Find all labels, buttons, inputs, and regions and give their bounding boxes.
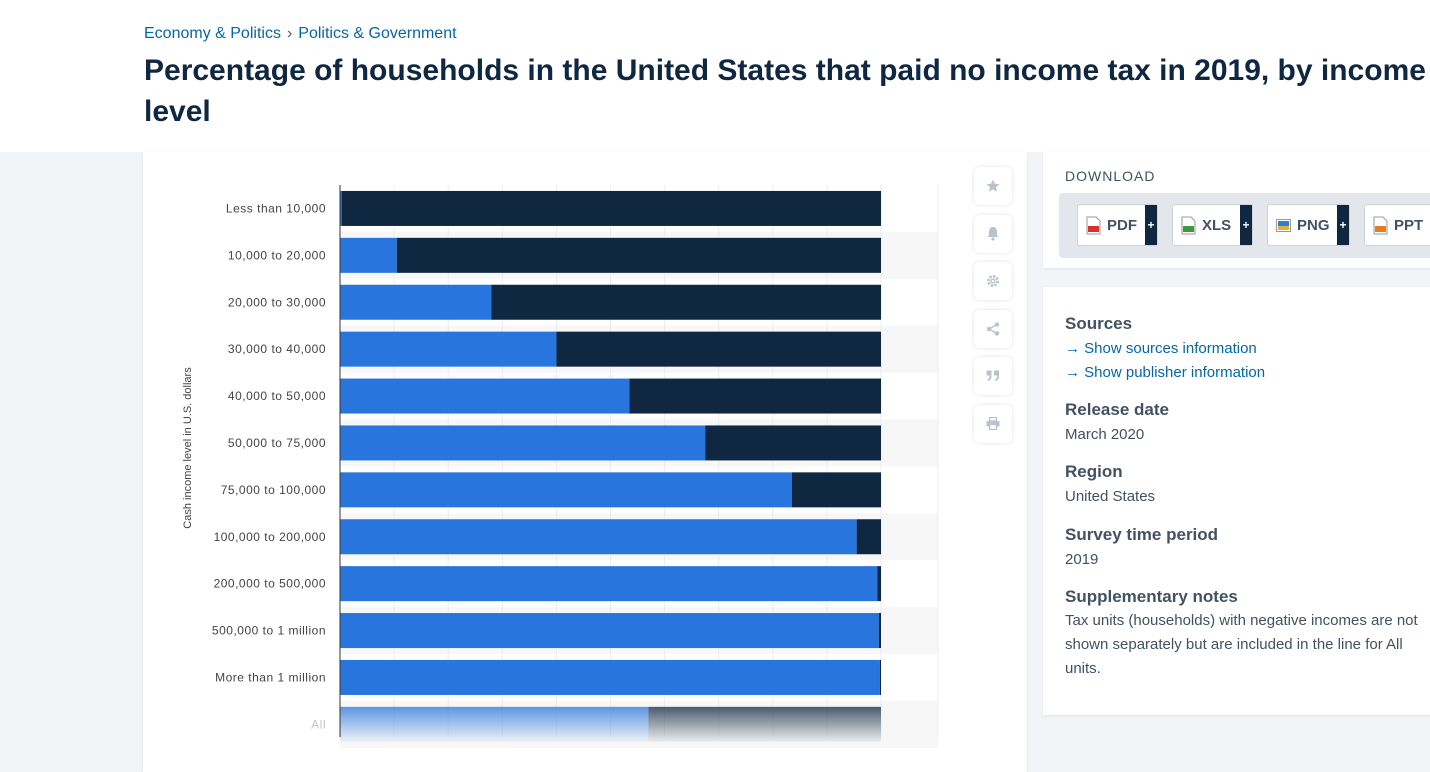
bar-series-2[interactable] — [341, 190, 881, 226]
download-bar: PDF + XLS + PNG + PPT — [1059, 193, 1430, 258]
download-panel: DOWNLOAD PDF + XLS + PNG + PPT — [1043, 152, 1430, 268]
bar-series-1[interactable] — [340, 425, 706, 461]
bar-series-1[interactable] — [340, 378, 630, 414]
favorite-button[interactable] — [974, 167, 1012, 205]
bar-series-1[interactable] — [340, 284, 492, 320]
bar-series-1[interactable] — [340, 613, 879, 649]
bar-series-1[interactable] — [340, 237, 397, 273]
category-label: 200,000 to 500,000 — [214, 577, 326, 591]
quote-icon — [986, 370, 999, 381]
y-axis-title: Cash income level in U.S. dollars — [182, 367, 194, 529]
bar-series-2[interactable] — [856, 519, 881, 555]
bar-series-2[interactable] — [705, 425, 881, 461]
download-ppt-button[interactable]: PPT — [1364, 204, 1430, 246]
bar-series-2[interactable] — [791, 472, 881, 508]
bar-series-1[interactable] — [340, 331, 557, 367]
breadcrumb-politics-government[interactable]: Politics & Government — [298, 25, 457, 42]
category-label: 500,000 to 1 million — [212, 624, 326, 638]
png-label: PNG — [1297, 216, 1330, 234]
survey-period-value: 2019 — [1065, 551, 1099, 568]
show-publisher-link[interactable]: → Show publisher information — [1065, 364, 1266, 381]
pdf-file-icon — [1086, 216, 1101, 234]
supplementary-notes-heading: Supplementary notes — [1065, 587, 1238, 606]
breadcrumb-economy-politics[interactable]: Economy & Politics — [144, 25, 281, 42]
print-button[interactable] — [974, 404, 1012, 443]
citation-button[interactable] — [974, 357, 1012, 395]
pdf-label: PDF — [1107, 216, 1137, 234]
png-plus[interactable]: + — [1337, 205, 1349, 245]
region-heading: Region — [1065, 462, 1123, 481]
bar-series-2[interactable] — [648, 706, 881, 742]
sources-heading: Sources — [1065, 314, 1133, 333]
gear-icon — [987, 275, 999, 287]
category-label: All — [311, 717, 326, 731]
category-label: 40,000 to 50,000 — [228, 389, 326, 403]
category-label: 50,000 to 75,000 — [228, 436, 326, 450]
notification-button[interactable] — [974, 214, 1012, 253]
bar-series-2[interactable] — [878, 613, 881, 649]
bar-series-1[interactable] — [340, 190, 342, 226]
bar-series-2[interactable] — [879, 659, 881, 695]
download-pdf-button[interactable]: PDF + — [1077, 204, 1158, 246]
release-date-heading: Release date — [1065, 400, 1169, 419]
ppt-label: PPT — [1394, 216, 1424, 234]
release-date-value: March 2020 — [1065, 426, 1145, 443]
category-label: 30,000 to 40,000 — [228, 342, 326, 356]
show-sources-link[interactable]: → Show sources information — [1065, 340, 1257, 357]
bar-series-1[interactable] — [340, 566, 878, 602]
category-label: 100,000 to 200,000 — [214, 530, 326, 544]
page-title: Percentage of households in the United S… — [144, 54, 1426, 128]
download-png-button[interactable]: PNG + — [1267, 204, 1350, 246]
breadcrumb-separator: › — [286, 25, 293, 42]
download-label: DOWNLOAD — [1065, 168, 1156, 184]
supplementary-notes-text: Tax units (households) with negative inc… — [1065, 612, 1418, 677]
ppt-file-icon — [1373, 216, 1388, 234]
chart-card: Less than 10,000 10,000 to 20,000 20,000 t… — [143, 152, 1027, 772]
bell-icon — [987, 227, 999, 241]
xls-plus[interactable]: + — [1240, 205, 1252, 245]
page-header: Economy & Politics › Politics & Government… — [0, 0, 1430, 152]
bar-series-2[interactable] — [629, 378, 881, 414]
print-icon — [986, 417, 1000, 430]
chart-toolbar — [974, 167, 1012, 452]
category-label: 75,000 to 100,000 — [221, 483, 326, 497]
download-xls-button[interactable]: XLS + — [1172, 204, 1253, 246]
breadcrumb: Economy & Politics › Politics & Government — [144, 25, 457, 43]
bar-series-1[interactable] — [340, 519, 857, 555]
category-label: Less than 10,000 — [226, 201, 326, 215]
star-icon — [986, 179, 1000, 192]
bar-series-2[interactable] — [877, 566, 881, 602]
settings-button[interactable] — [974, 262, 1012, 300]
xls-file-icon — [1181, 216, 1196, 234]
survey-period-heading: Survey time period — [1065, 525, 1219, 544]
share-icon — [986, 321, 1000, 336]
png-file-icon — [1276, 218, 1291, 232]
category-label: More than 1 million — [215, 670, 326, 684]
bar-series-1[interactable] — [340, 659, 880, 695]
bar-series-1[interactable] — [340, 706, 649, 742]
bar-series-2[interactable] — [491, 284, 881, 320]
bar-chart: Less than 10,000 10,000 to 20,000 20,000 t… — [182, 185, 939, 748]
region-value: United States — [1065, 488, 1156, 505]
info-panel: Sources → Show sources information → Sho… — [1043, 287, 1430, 715]
pdf-plus[interactable]: + — [1145, 205, 1157, 245]
category-label: 20,000 to 30,000 — [228, 295, 326, 309]
bar-series-2[interactable] — [556, 331, 881, 367]
share-button[interactable] — [974, 309, 1012, 348]
bar-series-1[interactable] — [340, 472, 792, 508]
bar-series-2[interactable] — [396, 237, 881, 273]
category-label: 10,000 to 20,000 — [228, 248, 326, 262]
xls-label: XLS — [1202, 216, 1232, 234]
